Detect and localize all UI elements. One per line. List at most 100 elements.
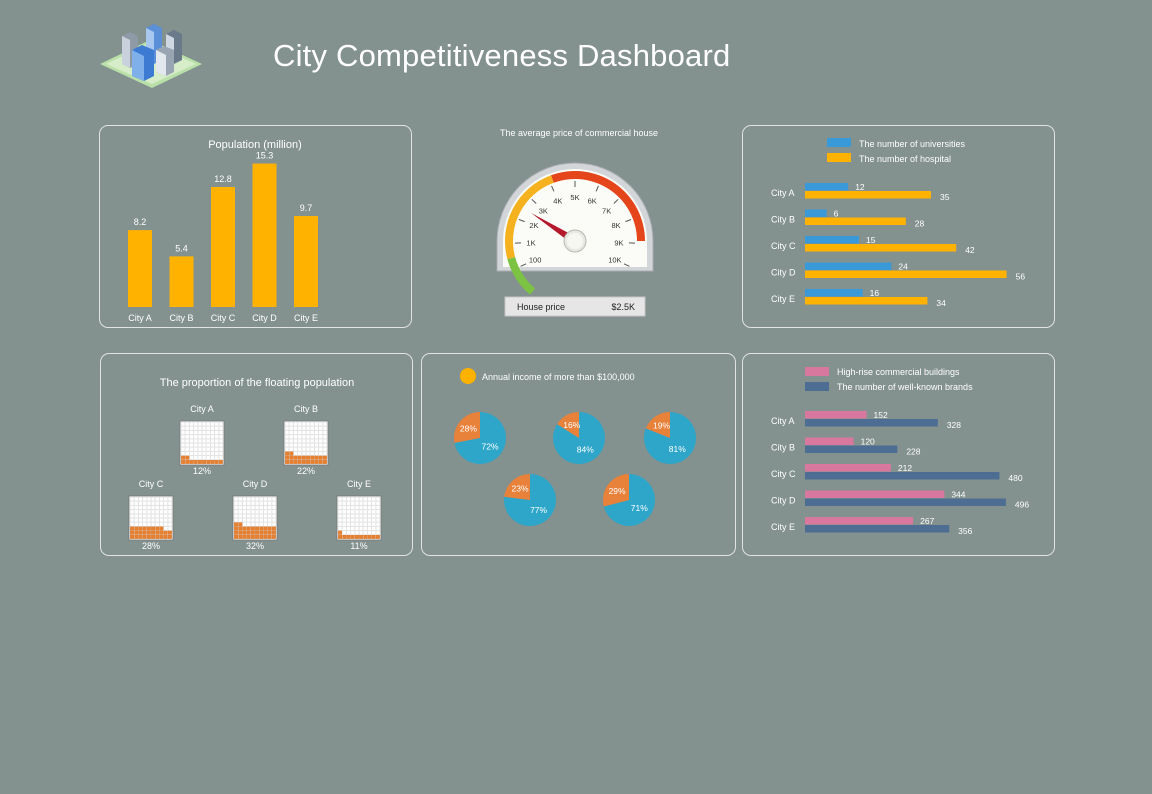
waffle-cell <box>318 459 323 464</box>
waffle-cell <box>263 530 268 535</box>
waffle-cell <box>185 443 190 448</box>
waffle-cell <box>242 534 247 539</box>
waffle-cell <box>322 434 327 439</box>
waffle-cell <box>375 518 380 523</box>
gauge-tick-label: 5K <box>570 193 579 202</box>
waffle-cell <box>314 426 319 431</box>
waffle-cell <box>138 505 143 510</box>
waffle-cell <box>197 430 202 435</box>
waffle-cell <box>367 501 372 506</box>
waffle-cell <box>210 447 215 452</box>
waffle-cell <box>202 451 207 456</box>
waffle-cell <box>155 505 160 510</box>
waffle-cell <box>197 422 202 427</box>
waffle-cell <box>189 438 194 443</box>
waffle-cell <box>193 455 198 460</box>
waffle-cell <box>206 459 211 464</box>
waffle-cell <box>359 501 364 506</box>
waffle-cell <box>202 430 207 435</box>
buildings-bar <box>805 517 914 525</box>
gauge-tick-label: 7K <box>602 206 611 215</box>
hospital-bar <box>805 270 1007 278</box>
waffle-cell <box>142 505 147 510</box>
waffle-cell <box>350 513 355 518</box>
waffle-cell <box>142 526 147 531</box>
gauge-tick-label: 10K <box>608 256 621 265</box>
waffle-cell <box>267 505 272 510</box>
waffle-cell <box>151 526 156 531</box>
waffle-cell <box>371 534 376 539</box>
waffle-cell <box>310 434 315 439</box>
waffle-cell <box>242 501 247 506</box>
waffle-cell <box>293 459 298 464</box>
waffle-cell <box>322 451 327 456</box>
waffle-cell <box>338 513 343 518</box>
waffle-cell <box>181 422 186 427</box>
waffle-cell <box>206 451 211 456</box>
data-label: 152 <box>874 410 888 420</box>
waffle-cell <box>142 518 147 523</box>
waffle-cell <box>159 501 164 506</box>
waffle-cell <box>306 434 311 439</box>
waffle-cell <box>259 497 264 502</box>
waffle-cell <box>310 447 315 452</box>
waffle-cell <box>363 509 368 514</box>
gauge-tick-label: 9K <box>614 239 623 248</box>
gauge-tick <box>518 219 525 223</box>
waffle-cell <box>189 447 194 452</box>
waffle-cell <box>267 522 272 527</box>
data-label: 15.3 <box>256 151 274 161</box>
waffle-cell <box>314 434 319 439</box>
waffle-cell <box>151 501 156 506</box>
waffle-cell <box>314 455 319 460</box>
hospital-bar <box>805 191 931 199</box>
universities-bar <box>805 209 827 217</box>
waffle-cell <box>163 505 168 510</box>
waffle-cell <box>318 434 323 439</box>
waffle-cell <box>155 522 160 527</box>
legend-swatch-brands <box>805 382 829 391</box>
waffle-cell <box>234 513 239 518</box>
waffle-cell <box>238 497 243 502</box>
waffle-cell <box>210 459 215 464</box>
waffle-cell <box>263 497 268 502</box>
y-tick-label: City B <box>771 215 795 225</box>
waffle-cell <box>181 451 186 456</box>
waffle-cell <box>167 522 172 527</box>
waffle-cell <box>130 497 135 502</box>
waffle-cell <box>242 497 247 502</box>
waffle-cell <box>206 430 211 435</box>
waffle-cell <box>285 438 290 443</box>
legend-label-universities: The number of universities <box>859 139 966 149</box>
waffle-cell <box>342 513 347 518</box>
waffle-cell <box>218 447 223 452</box>
waffle-cell <box>142 509 147 514</box>
waffle-cell <box>202 459 207 464</box>
waffle-cell <box>218 443 223 448</box>
waffle-cell <box>130 530 135 535</box>
waffle-cell <box>342 530 347 535</box>
waffle-value-label: 28% <box>142 541 160 551</box>
waffle-cell <box>338 522 343 527</box>
data-label: 8.2 <box>134 217 147 227</box>
waffle-city-label: City B <box>294 404 318 414</box>
waffle-cell <box>181 438 186 443</box>
pie-slice-orange <box>557 412 579 438</box>
waffle-cell <box>138 526 143 531</box>
data-label: 356 <box>958 526 972 536</box>
pie-slice-orange <box>645 412 670 438</box>
waffle-cell <box>134 530 139 535</box>
waffle-cell <box>159 522 164 527</box>
data-label: 5.4 <box>175 243 188 253</box>
waffle-cell <box>346 522 351 527</box>
waffle-cell <box>130 501 135 506</box>
waffle-cell <box>206 443 211 448</box>
waffle-cell <box>314 422 319 427</box>
waffle-cell <box>214 455 219 460</box>
waffle-cell <box>371 509 376 514</box>
population-chart: Population (million) 8.2 City A 5.4 City B 1… <box>128 139 318 323</box>
waffle-cell <box>322 443 327 448</box>
pie-label-orange: 29% <box>609 486 626 496</box>
waffle-cell <box>322 438 327 443</box>
waffle-cell <box>197 438 202 443</box>
